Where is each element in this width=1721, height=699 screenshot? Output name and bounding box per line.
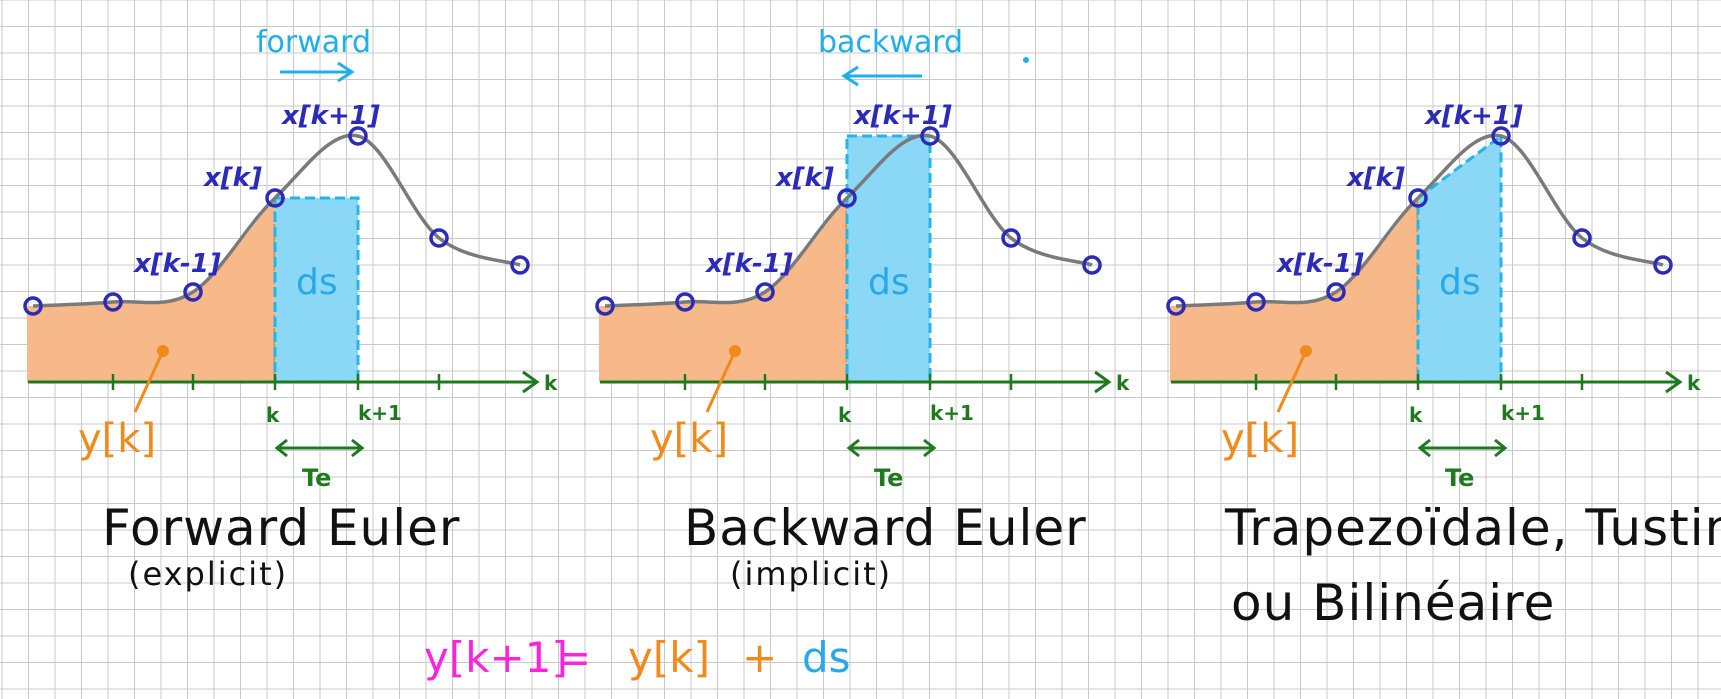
sample-point — [348, 126, 368, 146]
y-label: y[k] — [1221, 416, 1299, 462]
sample-point — [595, 296, 615, 316]
tick-label-k: k — [838, 403, 852, 427]
method-subtitle: (implicit) — [730, 555, 892, 593]
axis-label-k: k — [544, 371, 558, 395]
label-x-k-plus-1: x[k+1] — [852, 101, 952, 131]
tick-label-k-plus-1: k+1 — [930, 401, 974, 425]
direction-label: forward — [256, 25, 371, 60]
label-x-k: x[k] — [202, 163, 262, 193]
sample-point — [1082, 255, 1102, 275]
sample-point — [429, 228, 449, 248]
formula-equals: = — [556, 633, 591, 682]
panel-trapezoidal: k k k+1 Te x[k-1] x[k] x[k+1] ds y[k] Trapezoïdal… — [1166, 101, 1721, 632]
time-axis-arrowhead — [1094, 370, 1112, 394]
axis-label-k: k — [1116, 371, 1130, 395]
direction-arrowhead — [337, 61, 355, 83]
te-arrow-right — [351, 438, 365, 458]
panel-forward: k k k+1 Te x[k-1] x[k] x[k+1] ds y[k] forward Forw… — [23, 25, 558, 593]
sample-point — [1408, 188, 1428, 208]
sample-point — [1166, 296, 1186, 316]
sample-point — [510, 255, 530, 275]
time-axis-arrowhead — [1665, 370, 1683, 394]
axis-label-k: k — [1687, 371, 1701, 395]
te-arrow-left — [1417, 438, 1431, 458]
formula-lhs: y[k+1] — [424, 633, 568, 682]
panel-backward: k k k+1 Te x[k-1] x[k] x[k+1] ds y[k] backward Bac… — [595, 25, 1130, 593]
method-subtitle: (explicit) — [128, 555, 288, 593]
sample-point — [1491, 126, 1511, 146]
ds-increment-area — [845, 134, 932, 384]
sample-point — [1653, 255, 1673, 275]
formula-plus: + — [742, 633, 777, 682]
y-pointer-line — [1276, 350, 1308, 413]
sample-point — [755, 282, 775, 302]
signal-curve — [604, 133, 1093, 308]
y-accumulated-area — [27, 198, 275, 382]
te-arrow-right — [923, 438, 937, 458]
sample-point — [920, 126, 940, 146]
tick-label-k-plus-1: k+1 — [358, 401, 402, 425]
label-x-k-minus-1: x[k-1] — [704, 249, 793, 279]
y-label: y[k] — [78, 416, 156, 462]
sample-point — [183, 282, 203, 302]
direction-label: backward — [818, 25, 963, 60]
method-title: Trapezoïdale, Tustin, — [1224, 499, 1721, 557]
method-subtitle: ou Bilinéaire — [1231, 574, 1555, 632]
sample-point — [1246, 292, 1266, 312]
te-label: Te — [1445, 464, 1474, 492]
sample-point — [1326, 282, 1346, 302]
tick-label-k: k — [1409, 403, 1423, 427]
signal-curve — [1175, 133, 1664, 308]
y-accumulated-area — [1170, 198, 1418, 382]
sample-point — [1572, 228, 1592, 248]
sample-point — [1001, 228, 1021, 248]
sample-point — [265, 188, 285, 208]
te-label: Te — [874, 464, 903, 492]
te-arrow-left — [274, 438, 288, 458]
time-axis-arrowhead — [522, 370, 540, 394]
te-arrow-left — [846, 438, 860, 458]
formula-term-y: y[k] — [628, 633, 710, 682]
ds-label: ds — [868, 262, 910, 303]
sample-point — [675, 292, 695, 312]
method-title: Forward Euler — [102, 499, 460, 557]
stray-dot — [1023, 57, 1029, 63]
ds-label: ds — [296, 262, 338, 303]
ds-increment-area — [273, 196, 360, 384]
label-x-k: x[k] — [774, 163, 834, 193]
te-label: Te — [302, 464, 331, 492]
y-label: y[k] — [650, 416, 728, 462]
ds-label: ds — [1439, 262, 1481, 303]
formula-term-ds: ds — [802, 633, 851, 682]
tick-label-k-plus-1: k+1 — [1501, 401, 1545, 425]
y-pointer-line — [705, 350, 737, 413]
sample-point — [837, 188, 857, 208]
label-x-k: x[k] — [1345, 163, 1405, 193]
tick-label-k: k — [266, 403, 280, 427]
y-accumulated-area — [599, 198, 847, 382]
sample-point — [23, 296, 43, 316]
y-pointer-line — [133, 350, 165, 413]
method-title: Backward Euler — [684, 499, 1087, 557]
label-x-k-minus-1: x[k-1] — [132, 249, 221, 279]
direction-arrowhead — [841, 65, 859, 87]
label-x-k-plus-1: x[k+1] — [1423, 101, 1523, 131]
label-x-k-minus-1: x[k-1] — [1275, 249, 1364, 279]
te-arrow-right — [1494, 438, 1508, 458]
signal-curve — [32, 133, 521, 308]
label-x-k-plus-1: x[k+1] — [280, 101, 380, 131]
sample-point — [103, 292, 123, 312]
